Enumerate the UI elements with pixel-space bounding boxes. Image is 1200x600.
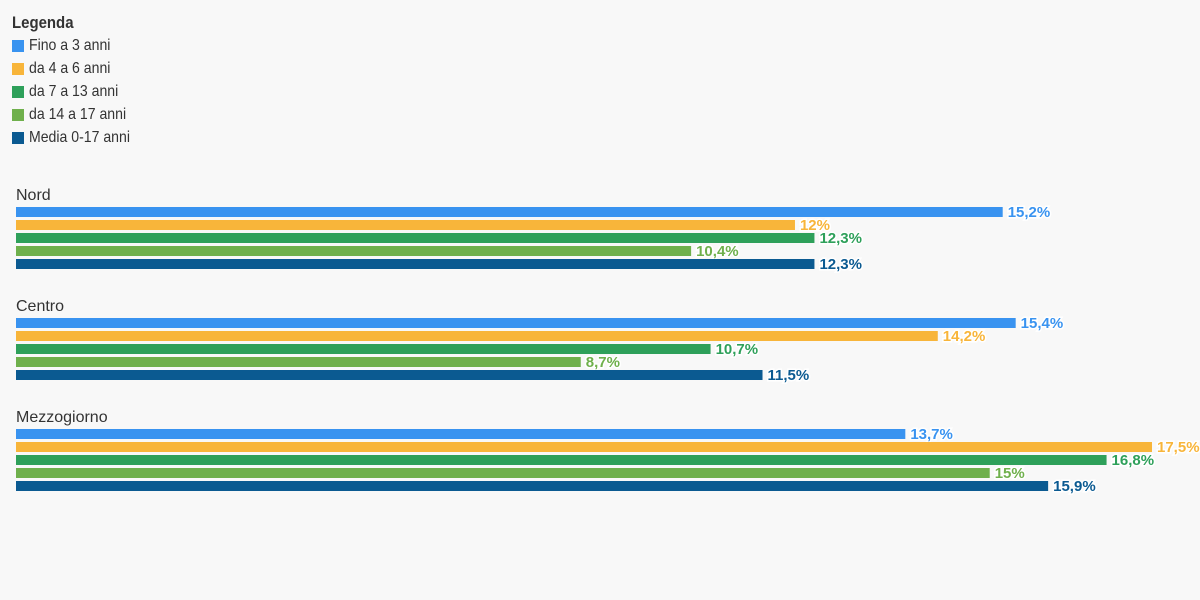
legend-title: Legenda [12, 13, 74, 32]
data-label: 15,9% [1053, 478, 1096, 495]
data-label: 15,4% [1021, 315, 1064, 332]
data-label: 10,4% [696, 243, 739, 260]
legend-item-14-17[interactable]: da 14 a 17 anni [12, 103, 144, 126]
data-label: 12% [800, 217, 830, 234]
data-label: 15,2% [1008, 204, 1051, 221]
data-label: 15% [995, 465, 1025, 482]
legend-swatch [12, 108, 24, 121]
bar[interactable] [16, 481, 1049, 491]
legend-item-7-13[interactable]: da 7 a 13 anni [12, 80, 144, 103]
legend-swatch [12, 85, 24, 98]
legend-label: Media 0-17 anni [29, 128, 130, 146]
legend-label: da 14 a 17 anni [29, 105, 127, 123]
bar[interactable] [16, 220, 795, 230]
legend: Legenda Fino a 3 anni da 4 a 6 anni da 7… [12, 12, 144, 149]
data-label: 12,3% [819, 230, 862, 247]
legend-swatch [12, 62, 24, 75]
category-label: Nord [16, 187, 51, 204]
bar[interactable] [16, 259, 815, 269]
legend-item-media[interactable]: Media 0-17 anni [12, 126, 144, 149]
data-label: 11,5% [768, 367, 810, 384]
data-label: 13,7% [910, 426, 953, 443]
bar[interactable] [16, 442, 1152, 452]
data-label: 12,3% [819, 256, 862, 273]
bar[interactable] [16, 357, 581, 367]
category-label: Centro [16, 298, 64, 315]
legend-label: da 7 a 13 anni [29, 82, 119, 100]
data-label: 8,7% [586, 354, 620, 371]
bar[interactable] [16, 429, 906, 439]
data-label: 17,5% [1157, 439, 1200, 456]
category-label: Mezzogiorno [16, 409, 108, 426]
legend-swatch [12, 39, 24, 52]
bar[interactable] [16, 370, 763, 380]
data-label: 16,8% [1112, 452, 1155, 469]
data-label: 10,7% [716, 341, 759, 358]
bar[interactable] [16, 468, 990, 478]
data-label: 14,2% [943, 328, 986, 345]
bar[interactable] [16, 246, 692, 256]
bar[interactable] [16, 233, 815, 243]
legend-item-4-6[interactable]: da 4 a 6 anni [12, 57, 144, 80]
bar[interactable] [16, 207, 1003, 217]
legend-label: Fino a 3 anni [29, 36, 111, 54]
legend-label: da 4 a 6 anni [29, 59, 111, 77]
bar[interactable] [16, 331, 938, 341]
legend-item-fino-3[interactable]: Fino a 3 anni [12, 34, 144, 57]
bar[interactable] [16, 344, 711, 354]
bar[interactable] [16, 455, 1107, 465]
legend-swatch [12, 131, 24, 144]
bar[interactable] [16, 318, 1016, 328]
